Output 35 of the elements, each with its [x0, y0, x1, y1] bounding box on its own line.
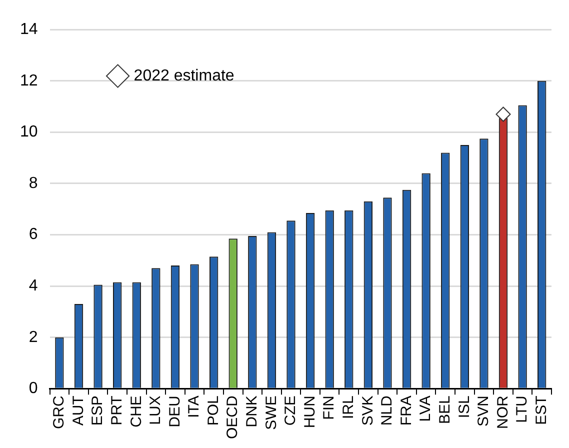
legend-label: 2022 estimate — [134, 67, 234, 84]
y-tick-label: 14 — [20, 21, 38, 38]
x-tick-label: LVA — [417, 396, 434, 422]
y-tick-label: 0 — [28, 380, 38, 398]
x-tick-label: ESP — [89, 396, 106, 426]
x-tick-label: ISL — [456, 396, 473, 418]
x-tick-label: LTU — [514, 396, 531, 423]
y-tick-label: 6 — [28, 226, 38, 244]
x-tick-label: EST — [532, 396, 550, 425]
x-tick-label: IRL — [340, 396, 358, 420]
x-tick-label: FRA — [398, 396, 415, 426]
x-tick-label: FIN — [320, 396, 338, 420]
x-tick-label: SVK — [359, 396, 376, 426]
x-tick-label: NLD — [378, 396, 396, 426]
x-tick-label: SVN — [475, 396, 492, 427]
x-tick-label: GRC — [50, 396, 68, 430]
x-tick-label: PRT — [108, 396, 126, 426]
x-tick-label: AUT — [70, 396, 87, 426]
y-tick-label: 2 — [28, 328, 38, 346]
x-tick-label: LUX — [147, 396, 164, 425]
x-tick-label: POL — [204, 396, 222, 426]
x-tick-label: CHE — [128, 396, 145, 428]
x-tick-label: ITA — [186, 396, 203, 418]
y-tick-label: 8 — [28, 174, 38, 192]
x-tick-label: SWE — [262, 396, 280, 430]
x-tick-label: DEU — [166, 396, 184, 428]
x-tick-label: HUN — [301, 396, 318, 428]
y-tick-label: 10 — [20, 124, 38, 141]
x-tick-label: BEL — [436, 396, 454, 424]
x-tick-label: DNK — [244, 396, 261, 428]
x-tick-label: OECD — [224, 396, 242, 440]
x-tick-label: CZE — [282, 396, 300, 426]
y-tick-label: 12 — [20, 72, 38, 90]
x-tick-label: NOR — [494, 396, 512, 430]
y-tick-label: 4 — [28, 277, 38, 294]
